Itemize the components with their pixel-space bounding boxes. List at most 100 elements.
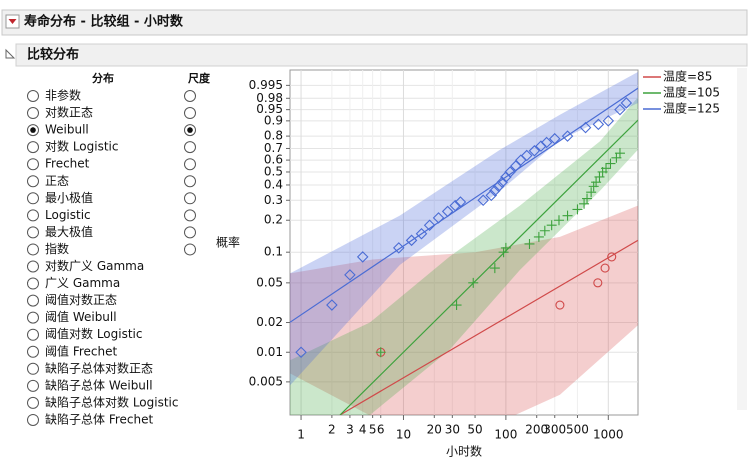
x-tick-label: 4	[359, 423, 367, 437]
radio-button[interactable]	[27, 379, 39, 392]
scale-radio[interactable]	[184, 175, 196, 188]
distribution-label[interactable]: 阈值对数正态	[45, 292, 117, 307]
distribution-header: 分布	[92, 71, 114, 85]
radio-button[interactable]	[27, 396, 39, 409]
x-tick-label: 1000	[593, 428, 624, 442]
y-tick-label: 0.01	[256, 345, 283, 359]
radio-button[interactable]	[27, 209, 39, 222]
y-tick-label: 0.1	[264, 245, 283, 259]
point	[548, 132, 561, 145]
section-title: 比较分布	[27, 47, 79, 63]
legend-label: 温度=85	[663, 69, 712, 84]
y-tick-label: 0.8	[264, 129, 283, 143]
distribution-label[interactable]: 最大极值	[45, 224, 93, 239]
point	[601, 163, 612, 174]
point	[295, 346, 307, 359]
radio-button[interactable]	[27, 277, 39, 290]
point	[579, 121, 592, 134]
point	[498, 247, 509, 258]
y-tick-label: 0.6	[264, 153, 283, 167]
radio-button[interactable]	[27, 294, 39, 307]
radio-button[interactable]	[27, 158, 39, 171]
scale-radio[interactable]	[184, 107, 196, 120]
collapse-icon[interactable]	[5, 48, 16, 59]
distribution-label[interactable]: 正态	[45, 174, 69, 188]
radio-button[interactable]	[27, 175, 39, 188]
distribution-label[interactable]: Weibull	[45, 123, 89, 137]
x-tick-label: 10	[396, 428, 411, 442]
distribution-label[interactable]: 最小极值	[45, 190, 93, 205]
x-tick-label: 300	[543, 423, 566, 437]
distribution-label[interactable]: 缺陷子总体对数 Logistic	[45, 394, 178, 409]
menu-arrow	[8, 19, 17, 24]
y-tick-label: 0.98	[256, 91, 283, 105]
radio-button[interactable]	[27, 311, 39, 324]
point	[614, 103, 626, 116]
point	[539, 225, 550, 236]
y-tick-label: 0.4	[264, 177, 283, 191]
radio-button[interactable]	[27, 243, 39, 256]
distribution-label[interactable]: 缺陷子总体 Frechet	[45, 411, 153, 426]
distribution-label[interactable]: Frechet	[45, 157, 90, 171]
scale-radio[interactable]	[184, 90, 196, 102]
radio-dot	[30, 127, 36, 133]
x-tick-label: 200	[525, 423, 548, 437]
legend-label: 温度=125	[663, 101, 720, 116]
point	[489, 184, 501, 197]
point	[356, 251, 369, 263]
fit-line	[290, 87, 638, 323]
point	[620, 97, 633, 109]
point	[553, 215, 564, 226]
scale-radio[interactable]	[184, 226, 196, 239]
radio-button[interactable]	[27, 226, 39, 239]
radio-button[interactable]	[27, 345, 39, 358]
radio-button[interactable]	[27, 260, 39, 273]
x-tick-label: 5	[369, 423, 377, 437]
point	[555, 300, 565, 310]
scale-radio[interactable]	[184, 192, 196, 205]
x-tick-label: 3	[346, 423, 354, 437]
point	[607, 252, 617, 262]
distribution-label[interactable]: 缺陷子总体对数正态	[45, 360, 153, 375]
scale-radio[interactable]	[184, 158, 196, 171]
distribution-label[interactable]: 阈值 Weibull	[45, 309, 117, 324]
scale-radio[interactable]	[184, 209, 196, 222]
point	[441, 205, 454, 218]
distribution-label[interactable]: 阈值 Frechet	[45, 343, 117, 358]
distribution-label[interactable]: 阈值对数 Logistic	[45, 326, 142, 341]
distribution-label[interactable]: Logistic	[45, 208, 91, 222]
radio-button[interactable]	[27, 362, 39, 375]
point	[561, 130, 574, 142]
radio-button[interactable]	[27, 413, 39, 426]
point	[492, 180, 505, 193]
radio-button[interactable]	[27, 141, 39, 154]
scale-radio[interactable]	[184, 243, 196, 256]
x-tick-label: 30	[445, 423, 460, 437]
scale-radio[interactable]	[184, 141, 196, 154]
radio-button[interactable]	[27, 107, 39, 120]
radio-button[interactable]	[27, 328, 39, 341]
x-axis-label: 小时数	[446, 444, 482, 459]
distribution-label[interactable]: 对数广义 Gamma	[45, 258, 144, 273]
y-tick-label: 0.9	[264, 113, 283, 127]
distribution-label[interactable]: 对数正态	[45, 105, 93, 120]
scrollbar[interactable]	[737, 68, 747, 410]
distribution-label[interactable]: 对数 Logistic	[45, 139, 118, 154]
radio-button[interactable]	[27, 90, 39, 102]
radio-button[interactable]	[27, 192, 39, 205]
distribution-label[interactable]: 非参数	[45, 88, 81, 103]
y-tick-label: 0.5	[264, 164, 283, 178]
y-tick-label: 0.3	[264, 193, 283, 207]
distribution-label[interactable]: 广义 Gamma	[45, 276, 120, 290]
y-tick-label: 0.005	[249, 374, 283, 388]
point	[451, 300, 462, 311]
y-tick-label: 0.2	[264, 213, 283, 227]
point	[562, 210, 573, 221]
distribution-label[interactable]: 缺陷子总体 Weibull	[45, 377, 153, 392]
distribution-label[interactable]: 指数	[45, 241, 69, 256]
y-tick-label: 0.95	[256, 102, 283, 116]
x-tick-label: 500	[566, 423, 589, 437]
point	[449, 199, 461, 212]
point	[510, 160, 522, 172]
